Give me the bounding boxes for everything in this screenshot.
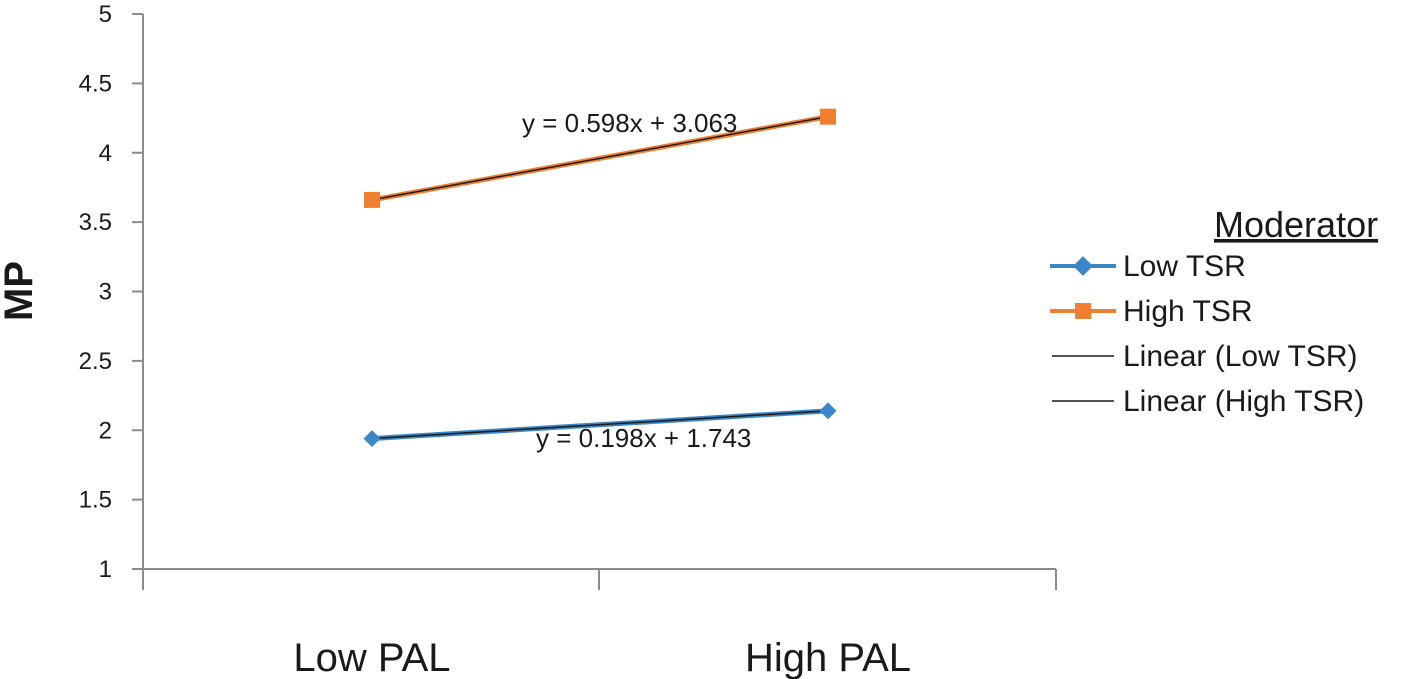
legend-item-linear-high-tsr: Linear (High TSR) <box>1052 385 1364 418</box>
trendline-equation-high-tsr: y = 0.598x + 3.063 <box>522 108 737 138</box>
trendline-low-tsr <box>371 410 829 440</box>
data-point-high-tsr <box>820 108 836 125</box>
y-tick-label: 1 <box>99 556 112 583</box>
legend: Moderator Low TSR High TSR Linear (Low T… <box>1050 204 1378 418</box>
y-tick-label: 3.5 <box>79 209 112 236</box>
legend-label-linear-low-tsr: Linear (Low TSR) <box>1123 340 1358 373</box>
legend-marker-square <box>1075 303 1091 319</box>
y-tick-label: 3 <box>99 279 112 306</box>
y-tick-label: 2.5 <box>79 348 112 375</box>
y-tick-label: 2 <box>99 417 112 444</box>
y-tick-label: 4 <box>99 140 112 167</box>
x-category-label-high-pal: High PAL <box>745 636 911 679</box>
y-ticks: 1 1.5 2 2.5 3 3.5 4 4.5 5 <box>79 1 143 583</box>
legend-item-high-tsr: High TSR <box>1050 295 1253 328</box>
legend-title: Moderator <box>1214 204 1378 245</box>
legend-item-linear-low-tsr: Linear (Low TSR) <box>1052 340 1358 373</box>
data-point-high-tsr <box>364 191 380 208</box>
legend-label-linear-high-tsr: Linear (High TSR) <box>1123 385 1364 418</box>
legend-item-low-tsr: Low TSR <box>1050 250 1246 283</box>
trendline-equation-low-tsr: y = 0.198x + 1.743 <box>536 423 751 453</box>
x-ticks <box>142 569 1057 590</box>
legend-marker-diamond <box>1073 256 1093 276</box>
data-point-low-tsr <box>363 430 381 448</box>
y-tick-label: 5 <box>99 1 112 28</box>
legend-label-high-tsr: High TSR <box>1123 295 1253 328</box>
series-layer <box>363 108 837 448</box>
y-tick-label: 1.5 <box>79 487 112 514</box>
trendline-high-tsr <box>371 115 829 201</box>
y-tick-label: 4.5 <box>79 70 112 97</box>
y-axis-label: MP <box>0 261 41 321</box>
data-point-low-tsr <box>819 402 837 420</box>
x-category-label-low-pal: Low PAL <box>293 636 450 679</box>
legend-label-low-tsr: Low TSR <box>1123 250 1246 283</box>
